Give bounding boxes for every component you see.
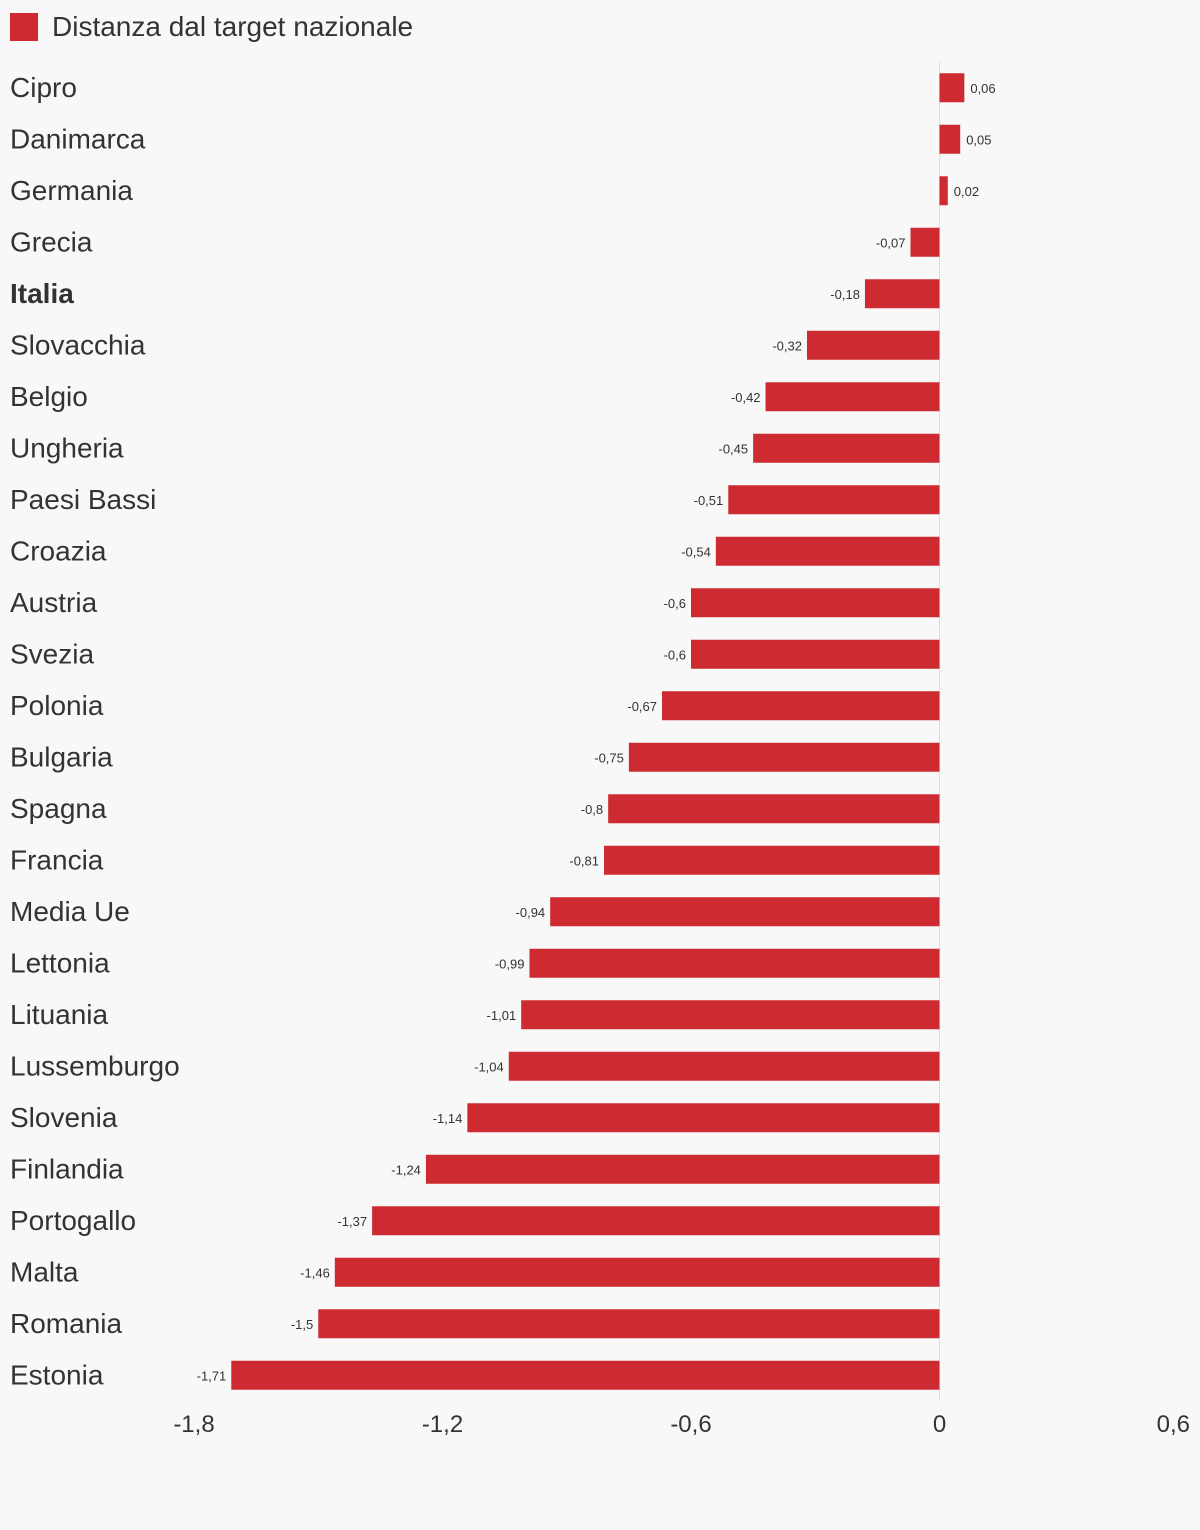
x-tick-label: 0 [933,1411,946,1438]
data-label: -0,32 [772,338,802,353]
legend-label: Distanza dal target nazionale [52,11,414,42]
bar [691,639,940,669]
category-label: Media Ue [10,896,130,927]
category-label: Danimarca [10,123,146,154]
data-label: -0,51 [694,493,724,508]
bar [508,1051,940,1081]
category-label: Svezia [10,638,94,669]
category-label: Polonia [10,690,104,721]
category-label: Lussemburgo [10,1050,180,1081]
data-label: -0,99 [495,956,525,971]
category-label: Bulgaria [10,741,113,772]
category-label: Portogallo [10,1205,136,1236]
bar [691,588,940,618]
bar [529,948,940,978]
data-label: -1,24 [391,1162,421,1177]
legend-swatch [10,13,38,41]
category-label: Austria [10,587,98,618]
bar [715,536,940,566]
data-label: -0,42 [731,390,761,405]
data-label: -1,04 [474,1059,504,1074]
x-tick-label: -0,6 [670,1411,711,1438]
x-tick-label: 0,6 [1157,1411,1190,1438]
category-label: Slovenia [10,1102,118,1133]
bar [662,691,940,721]
data-label: -1,46 [300,1265,330,1280]
category-label: Cipro [10,72,77,103]
data-label: -1,71 [197,1368,227,1383]
bar [372,1206,940,1236]
data-label: -1,01 [487,1008,517,1023]
bar [628,742,940,772]
category-label: Ungheria [10,432,124,463]
data-label: -1,37 [337,1214,367,1229]
category-label: Lettonia [10,947,110,978]
bar [765,382,940,412]
bar [806,330,940,360]
category-label: Spagna [10,793,107,824]
data-label: -1,14 [433,1111,463,1126]
bar [550,897,940,927]
bar [425,1154,940,1184]
bar [753,433,940,463]
data-label: -0,94 [516,905,546,920]
category-label: Estonia [10,1359,104,1390]
bar [864,279,940,309]
legend: Distanza dal target nazionale [10,10,413,44]
bar [939,176,948,206]
data-label: -0,54 [681,544,711,559]
category-label: Romania [10,1308,122,1339]
data-label: -0,45 [718,441,748,456]
category-label: Paesi Bassi [10,484,156,515]
data-label: -0,8 [581,802,603,817]
category-label: Slovacchia [10,329,146,360]
data-label: -0,67 [627,699,657,714]
data-label: -1,5 [291,1317,313,1332]
category-label: Lituania [10,999,109,1030]
bar [334,1257,940,1287]
data-label: 0,06 [970,81,995,96]
x-tick-label: -1,2 [422,1411,463,1438]
data-label: -0,75 [594,750,624,765]
data-label: -0,6 [664,647,686,662]
data-label: 0,05 [966,132,991,147]
bar [231,1360,940,1390]
data-label: 0,02 [954,184,979,199]
bar [467,1103,940,1133]
data-label: -0,81 [569,853,599,868]
bar [608,794,940,824]
data-label: -0,6 [664,596,686,611]
bar [939,73,965,103]
bar [910,227,940,257]
bar [728,485,940,515]
bar [604,845,940,875]
data-label: -0,07 [876,235,906,250]
bar [521,1000,940,1030]
category-label: Grecia [10,226,93,257]
category-label: Italia [10,278,74,309]
category-label: Malta [10,1256,79,1287]
category-label: Croazia [10,535,107,566]
category-label: Belgio [10,381,88,412]
x-tick-label: -1,8 [173,1411,214,1438]
data-label: -0,18 [830,287,860,302]
bar [318,1309,940,1339]
bar [939,124,961,154]
category-label: Francia [10,844,104,875]
category-label: Finlandia [10,1153,124,1184]
category-label: Germania [10,175,133,206]
